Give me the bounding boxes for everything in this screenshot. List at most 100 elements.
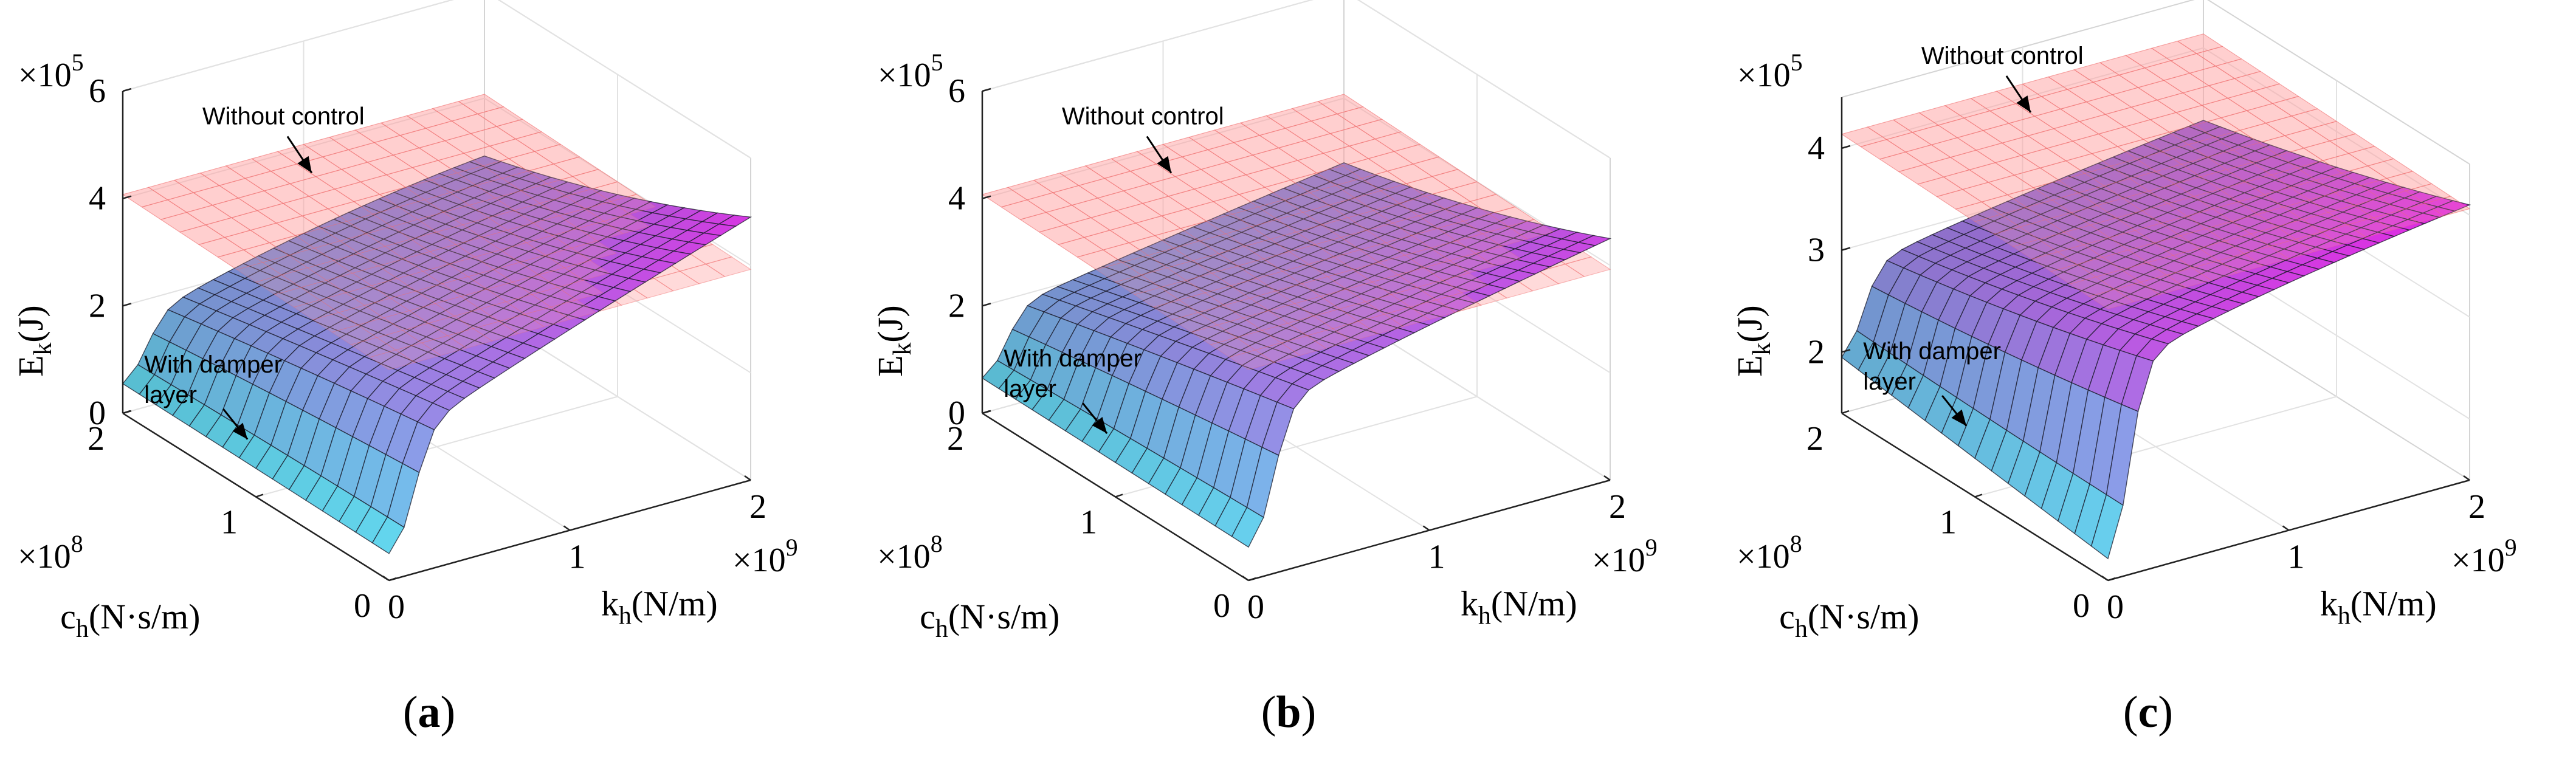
- plane-overlay-cell: [1109, 222, 1156, 243]
- plane-overlay-cell: [1295, 224, 1342, 245]
- z-axis-label-unit: (J): [1730, 305, 1769, 342]
- plane-overlay-cell: [327, 201, 374, 222]
- plane-cell: [367, 154, 413, 176]
- plane-cell: [2220, 110, 2267, 131]
- plane-overlay-cell: [2091, 146, 2138, 167]
- plane-cell: [1911, 125, 1958, 145]
- plane-overlay-cell: [1190, 325, 1238, 345]
- plane-overlay-cell: [2189, 66, 2236, 86]
- plane-overlay-cell: [1392, 215, 1439, 236]
- plane-overlay-cell: [1371, 274, 1418, 295]
- z-exponent-base: ×10: [18, 57, 72, 94]
- plane-overlay-cell: [2141, 203, 2188, 224]
- plane-overlay-cell: [2034, 108, 2081, 129]
- plane-cell: [1968, 162, 2016, 183]
- plane-overlay-cell: [2175, 105, 2222, 126]
- plane-overlay-cell: [449, 185, 496, 206]
- plane-overlay-cell: [447, 328, 494, 349]
- c-tick-label: 1: [221, 504, 238, 542]
- plane-overlay-cell: [300, 280, 346, 301]
- z-tick: [122, 88, 132, 92]
- plane-cell: [2022, 76, 2068, 97]
- plane-overlay-cell: [376, 329, 422, 351]
- plane-overlay-cell: [1904, 144, 1952, 165]
- plane-overlay-cell: [1462, 213, 1509, 235]
- plane-overlay-cell: [2064, 224, 2110, 246]
- grid-line: [1841, 47, 2470, 216]
- plane-cell: [2027, 128, 2074, 149]
- plane-overlay-cell: [217, 249, 264, 270]
- z-tick-label: 6: [89, 72, 106, 110]
- k-tick-label: 2: [1609, 488, 1626, 526]
- plane-overlay-cell: [1886, 132, 1932, 153]
- plane-cell: [1162, 137, 1209, 157]
- plane-overlay-cell: [2115, 210, 2162, 231]
- plane-overlay-cell: [2039, 160, 2086, 181]
- plane-cell: [249, 222, 297, 244]
- plane-cell: [192, 185, 239, 206]
- plane-cell: [256, 203, 303, 224]
- plane-overlay-cell: [1450, 181, 1497, 202]
- plane-overlay-cell: [236, 262, 283, 283]
- plane-overlay-cell: [2291, 108, 2338, 129]
- plane-overlay-cell: [1095, 262, 1142, 283]
- plane-overlay-cell: [518, 255, 565, 275]
- plane-overlay-cell: [501, 171, 548, 191]
- y-exponent-base: ×10: [877, 538, 931, 576]
- plane-overlay-cell: [360, 174, 407, 195]
- plane-cell: [2104, 106, 2152, 128]
- plane-overlay-cell: [1335, 177, 1382, 199]
- plane-overlay-cell: [2040, 89, 2087, 109]
- plane-overlay-cell: [319, 292, 366, 313]
- grid-line: [982, 97, 1611, 266]
- plane-overlay-cell: [2155, 163, 2202, 185]
- z-tick-label: 2: [1808, 333, 1825, 371]
- plane-cell: [1083, 230, 1130, 250]
- plane-overlay-cell: [1332, 321, 1379, 342]
- plane-overlay-cell: [1197, 304, 1244, 326]
- z-axis-label: E: [11, 356, 50, 377]
- plane-overlay-cell: [1219, 174, 1266, 195]
- plane-overlay-cell: [495, 119, 543, 140]
- plane-overlay-cell: [1264, 179, 1311, 201]
- k-tick: [1603, 475, 1611, 481]
- plane-overlay-cell: [1424, 188, 1471, 209]
- plane-overlay-cell: [2096, 198, 2143, 219]
- plane-overlay-cell: [1293, 296, 1341, 317]
- plane-overlay-cell: [1989, 103, 2036, 124]
- plane-overlay-cell: [1386, 163, 1433, 184]
- plane-overlay-cell: [2140, 274, 2186, 295]
- plane-overlay-cell: [2020, 148, 2067, 168]
- plane-cell: [1045, 204, 1092, 225]
- plane-overlay-cell: [314, 240, 360, 261]
- plane-overlay-cell: [1310, 113, 1357, 134]
- plane-overlay-cell: [338, 304, 385, 326]
- plane-overlay-cell: [2322, 153, 2369, 174]
- plane-overlay-cell: [1283, 192, 1330, 213]
- plane-overlay-cell: [1917, 176, 1964, 198]
- plane-overlay-cell: [282, 196, 329, 216]
- plane-overlay-cell: [1281, 264, 1329, 284]
- plane-overlay-cell: [2160, 215, 2207, 236]
- plane-cell: [1348, 138, 1396, 159]
- plane-cell: [2085, 94, 2132, 115]
- k-tick: [2463, 475, 2470, 481]
- plane-cell: [1450, 181, 1497, 202]
- grid-line: [122, 0, 751, 159]
- plane-overlay-cell: [1226, 154, 1273, 176]
- plane-overlay-cell: [2310, 121, 2357, 142]
- plane-overlay-cell: [508, 151, 555, 172]
- plane-overlay-cell: [1374, 131, 1421, 152]
- plane-cell: [1226, 154, 1273, 176]
- z-axis-label-unit: (J): [870, 305, 910, 342]
- plane-overlay-cell: [2045, 212, 2092, 233]
- plane-cell: [1000, 199, 1047, 220]
- plane-overlay-cell: [1399, 196, 1445, 216]
- z-tick-label: 2: [948, 287, 965, 325]
- plane-cell: [1935, 189, 1983, 210]
- y-exponent: 8: [931, 530, 943, 557]
- plane-cell: [1367, 151, 1414, 172]
- plane-overlay-cell: [2167, 196, 2214, 217]
- plane-overlay-cell: [2271, 95, 2318, 117]
